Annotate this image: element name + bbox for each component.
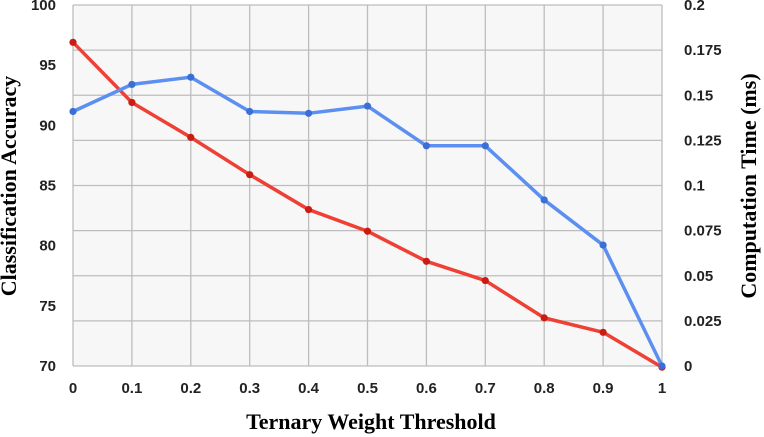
x-tick-label: 0.7 (475, 380, 496, 397)
computation-time-point (481, 142, 489, 150)
computation-time-point (246, 107, 254, 116)
computation-time-point (599, 241, 607, 249)
computation-time-point (540, 196, 548, 204)
x-tick-label: 0.1 (121, 380, 142, 397)
y-tick-label: 95 (39, 57, 56, 74)
y2-tick-label: 0.05 (684, 268, 713, 285)
y2-tick-label: 0.125 (684, 132, 722, 149)
classification-accuracy-point (128, 98, 136, 107)
classification-accuracy-point (305, 205, 313, 214)
tick-labels: 0 0.1 0.2 0.3 0.4 0.5 0.6 0.7 0.8 0.9 1 70 75 80 85 90 9… (31, 0, 722, 397)
x-tick-label: 0.2 (180, 380, 201, 397)
y-tick-label: 80 (39, 238, 56, 255)
computation-time-point (128, 80, 136, 89)
classification-accuracy-point (69, 38, 77, 46)
computation-time-point (658, 362, 666, 370)
y2-tick-label: 0.2 (684, 0, 705, 14)
classification-accuracy-point (599, 328, 607, 336)
y-tick-label: 70 (39, 358, 56, 375)
y2-tick-label: 0.075 (684, 223, 722, 240)
computation-time-point (187, 73, 195, 81)
computation-time-point (305, 109, 313, 117)
y2-tick-label: 0.025 (684, 313, 722, 330)
y-tick-label: 85 (39, 178, 56, 195)
x-axis-title: Ternary Weight Threshold (246, 409, 496, 434)
x-tick-label: 0.8 (534, 380, 555, 397)
series-layer (69, 38, 666, 371)
classification-accuracy-point (540, 314, 548, 322)
computation-time-point (69, 107, 77, 116)
y-axis-title: Classification Accuracy (0, 76, 21, 297)
classification-accuracy-point (187, 133, 195, 141)
x-tick-label: 0 (69, 380, 77, 397)
computation-time-point (422, 142, 430, 150)
y2-tick-label: 0.1 (684, 178, 705, 195)
y-tick-label: 90 (39, 117, 56, 134)
x-tick-label: 0.9 (593, 380, 614, 397)
classification-accuracy-point (481, 276, 489, 285)
x-tick-label: 0.3 (239, 380, 260, 397)
y2-tick-label: 0.15 (684, 87, 713, 104)
classification-accuracy-point (246, 171, 254, 179)
y2-tick-label: 0.175 (684, 42, 722, 59)
y2-tick-label: 0 (684, 358, 692, 375)
classification-accuracy-point (363, 227, 372, 235)
y2-axis-title: Computation Time (ms) (736, 73, 761, 298)
classification-accuracy-point (422, 257, 430, 265)
x-tick-label: 1 (658, 380, 666, 397)
y-tick-label: 75 (39, 298, 56, 315)
x-tick-label: 0.5 (357, 380, 378, 397)
y-tick-label: 100 (31, 0, 56, 14)
x-tick-label: 0.4 (298, 380, 320, 397)
x-tick-label: 0.6 (416, 380, 437, 397)
computation-time-point (363, 102, 372, 110)
